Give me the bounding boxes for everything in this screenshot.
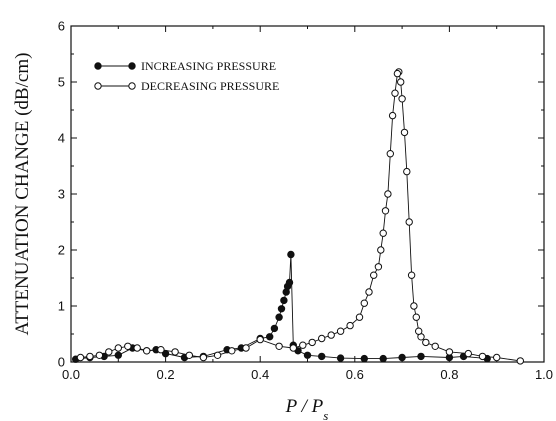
axis-ticks: 0.0 0.2 0.4 0.6 0.8 1.0 0 1 2 3 4 5 6 bbox=[58, 19, 553, 383]
data-point bbox=[256, 335, 264, 344]
data-point bbox=[105, 348, 113, 356]
data-point bbox=[431, 342, 439, 350]
data-point bbox=[398, 95, 406, 103]
data-point bbox=[199, 353, 208, 362]
y-tick-label: 4 bbox=[58, 131, 65, 146]
data-point bbox=[270, 324, 279, 333]
series-decreasing bbox=[76, 68, 524, 365]
data-point bbox=[275, 342, 283, 350]
data-point bbox=[336, 327, 345, 335]
data-point bbox=[143, 347, 151, 355]
data-point bbox=[365, 288, 373, 296]
data-point bbox=[157, 346, 165, 354]
data-point bbox=[355, 313, 364, 321]
series-layer bbox=[72, 68, 524, 365]
legend-label: INCREASING PRESSURE bbox=[141, 59, 276, 73]
legend-marker bbox=[128, 62, 136, 70]
data-point bbox=[299, 341, 307, 349]
x-axis-label-base: P / P bbox=[285, 396, 324, 417]
y-tick-label: 2 bbox=[58, 243, 65, 258]
data-point bbox=[95, 351, 104, 359]
data-point bbox=[398, 353, 406, 362]
data-point bbox=[242, 344, 250, 352]
data-point bbox=[464, 349, 472, 358]
data-point bbox=[114, 351, 123, 359]
data-point bbox=[287, 250, 295, 259]
data-point bbox=[185, 351, 194, 359]
legend-marker bbox=[94, 82, 102, 90]
x-tick-label: 1.0 bbox=[535, 367, 553, 382]
data-point bbox=[422, 338, 430, 347]
data-point bbox=[228, 347, 236, 355]
x-axis-label-sub: s bbox=[323, 408, 328, 421]
data-point bbox=[370, 271, 378, 279]
data-point bbox=[133, 344, 141, 352]
y-tick-label: 1 bbox=[58, 299, 65, 314]
data-point bbox=[388, 111, 397, 120]
data-point bbox=[318, 352, 326, 361]
data-point bbox=[397, 78, 405, 86]
data-point bbox=[171, 348, 179, 356]
data-point bbox=[407, 271, 416, 279]
data-point bbox=[86, 352, 94, 361]
x-tick-label: 0.6 bbox=[346, 367, 364, 382]
data-point bbox=[379, 354, 387, 363]
data-point bbox=[308, 338, 316, 347]
legend-marker bbox=[94, 62, 102, 70]
data-point bbox=[400, 128, 409, 137]
data-point bbox=[280, 296, 288, 305]
data-point bbox=[386, 150, 394, 158]
plot-border bbox=[70, 25, 545, 363]
data-point bbox=[391, 89, 399, 97]
y-tick-label: 0 bbox=[58, 355, 65, 370]
x-tick-label: 0.8 bbox=[440, 367, 458, 382]
x-tick-label: 0.2 bbox=[157, 367, 175, 382]
data-point bbox=[277, 305, 286, 313]
data-point bbox=[405, 218, 413, 226]
data-point bbox=[478, 352, 487, 361]
data-point bbox=[415, 327, 423, 335]
data-point bbox=[336, 354, 345, 362]
x-tick-label: 0.4 bbox=[251, 367, 269, 382]
data-point bbox=[289, 344, 297, 352]
data-point bbox=[374, 263, 383, 271]
y-tick-label: 5 bbox=[58, 75, 65, 90]
series-line bbox=[80, 70, 521, 362]
y-tick-label: 3 bbox=[58, 187, 65, 202]
data-point bbox=[114, 344, 123, 352]
data-point bbox=[346, 321, 354, 330]
data-point bbox=[318, 334, 326, 343]
data-point bbox=[445, 348, 454, 356]
data-point bbox=[412, 313, 420, 321]
data-point bbox=[76, 353, 85, 362]
data-point bbox=[381, 207, 390, 215]
legend-label: DECREASING PRESSURE bbox=[141, 79, 279, 93]
y-axis-label: ATTENUATION CHANGE (dB/cm) bbox=[12, 53, 33, 336]
y-tick-label: 6 bbox=[58, 19, 65, 34]
data-point bbox=[377, 246, 385, 254]
data-point bbox=[516, 357, 524, 365]
x-tick-label: 0.0 bbox=[62, 367, 80, 382]
data-point bbox=[360, 299, 368, 307]
plot-area bbox=[70, 25, 545, 363]
legend: INCREASING PRESSURE DECREASING PRESSURE bbox=[94, 59, 279, 93]
data-point bbox=[360, 354, 368, 363]
data-point bbox=[393, 69, 402, 78]
data-point bbox=[379, 229, 387, 237]
data-point bbox=[303, 351, 312, 359]
data-point bbox=[327, 331, 335, 339]
data-point bbox=[403, 167, 411, 176]
data-point bbox=[275, 313, 283, 321]
data-point bbox=[213, 351, 222, 359]
x-axis-label: P / Ps bbox=[285, 396, 329, 421]
data-point bbox=[266, 333, 274, 341]
data-point bbox=[285, 278, 294, 287]
data-point bbox=[384, 190, 392, 198]
data-point bbox=[493, 353, 501, 362]
data-point bbox=[417, 352, 425, 361]
data-point bbox=[124, 342, 132, 350]
data-point bbox=[410, 302, 418, 310]
legend-marker bbox=[128, 82, 136, 90]
